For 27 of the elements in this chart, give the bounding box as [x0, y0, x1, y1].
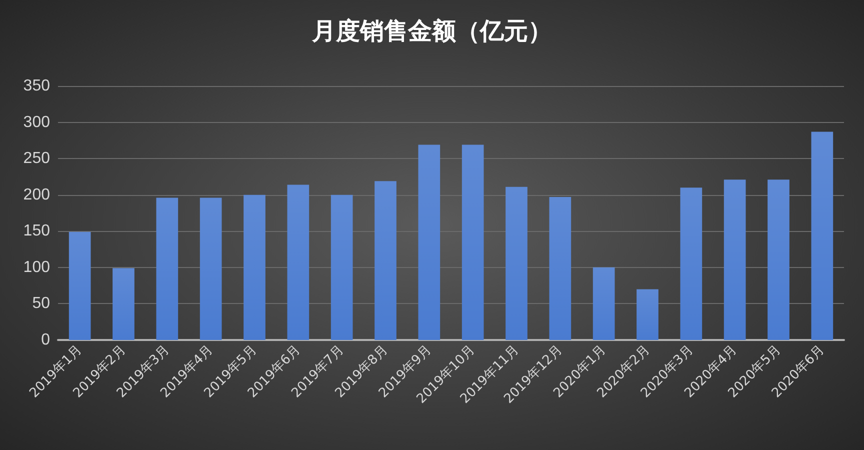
- y-tick-label: 100: [23, 258, 50, 276]
- y-tick-label: 350: [23, 78, 50, 94]
- bar: [549, 197, 572, 340]
- bar: [156, 198, 178, 340]
- y-tick-label: 0: [41, 332, 50, 348]
- bar: [374, 181, 396, 340]
- bar: [768, 180, 790, 340]
- bar: [724, 180, 746, 340]
- bar: [462, 144, 484, 340]
- y-tick-label: 50: [32, 295, 50, 312]
- bar: [330, 194, 353, 340]
- bar: [811, 132, 834, 340]
- y-tick-label: 300: [23, 114, 50, 131]
- bar: [287, 184, 310, 340]
- bar: [592, 267, 615, 340]
- bar: [244, 194, 266, 340]
- bar: [200, 198, 222, 340]
- bar: [112, 268, 134, 340]
- y-tick-label: 200: [23, 186, 50, 204]
- y-tick-label: 150: [23, 222, 50, 240]
- chart-title: 月度销售金额（亿元）: [311, 17, 552, 45]
- bar: [418, 144, 440, 340]
- bar: [636, 289, 658, 340]
- y-tick-label: 250: [23, 150, 50, 168]
- bar: [506, 186, 528, 340]
- bar: [68, 232, 91, 340]
- bar: [680, 188, 702, 340]
